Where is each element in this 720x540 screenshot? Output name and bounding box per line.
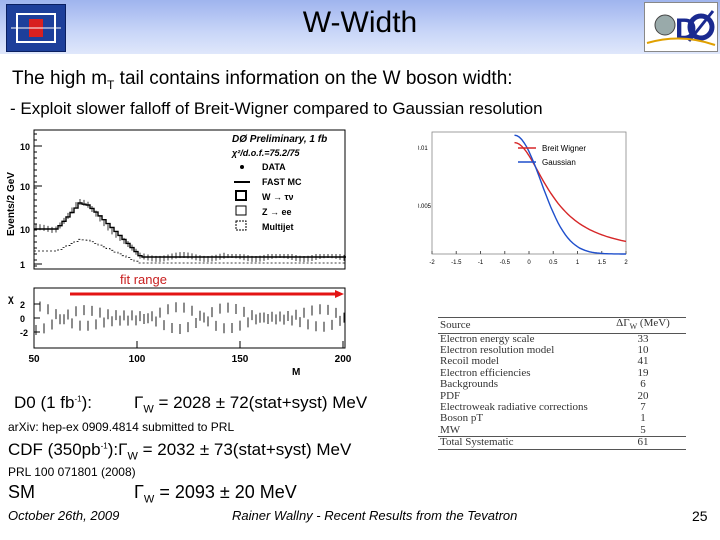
legend-marker-data xyxy=(240,165,244,169)
intro-line-1: The high mT tail contains information on… xyxy=(12,68,513,92)
page-number: 25 xyxy=(692,508,708,524)
table-cell-source: Backgrounds xyxy=(440,378,499,391)
background-histogram xyxy=(34,238,346,264)
legend-chi2: χ²/d.o.f.=75.2/75 xyxy=(231,148,300,158)
x-tick-label: 0.5 xyxy=(549,260,558,266)
x-tick-label: -1.5 xyxy=(451,260,462,266)
legend-marker-bkg xyxy=(235,220,247,231)
table-cell-source: MW xyxy=(440,423,461,436)
legend-entry: FAST MC xyxy=(262,177,302,187)
table-cell-value: 19 xyxy=(637,366,649,379)
table-row: Backgrounds 6 xyxy=(438,378,686,391)
d0-logo-icon: D xyxy=(644,2,718,52)
y-tick-label: 0.01 xyxy=(418,146,428,152)
fit-range-label: fit range xyxy=(120,272,167,287)
legend-entry: Breit Wigner xyxy=(542,144,586,153)
d0-reference: arXiv: hep-ex 0909.4814 submitted to PRL xyxy=(8,420,235,434)
table-cell-source: PDF xyxy=(440,389,461,402)
x-tick-label: 100 xyxy=(129,354,146,365)
legend-marker-bkg xyxy=(235,190,247,201)
table-row: MW 5 xyxy=(438,423,686,437)
table-cell-source: Electroweak radiative corrections xyxy=(440,401,588,414)
fast-mc-histogram xyxy=(34,202,346,258)
table-cell-source: Boson pT xyxy=(440,412,484,425)
table-cell-source: Electron energy scale xyxy=(440,332,535,345)
y-tick-label: 0.005 xyxy=(418,204,432,210)
table-cell-value: 6 xyxy=(640,378,646,391)
x-tick-label: -2 xyxy=(429,260,435,266)
x-tick-label: 200 xyxy=(335,354,352,365)
table-row: Electron energy scale 33 xyxy=(438,333,686,345)
table-cell-value: 61 xyxy=(600,436,686,450)
table-cell-source: Total Systematic xyxy=(438,436,600,450)
table-row: Electroweak radiative corrections 7 xyxy=(438,401,686,414)
slide-title: W-Width xyxy=(302,6,418,39)
y-tick-label: 10 xyxy=(20,182,30,192)
table-row: Recoil model 41 xyxy=(438,355,686,368)
table-row: Boson pT 1 xyxy=(438,412,686,425)
slide-header xyxy=(0,0,720,54)
mt-distribution-plot: Events/2 GeV103102101DØ Preliminary, 1 f… xyxy=(6,129,352,378)
legend-marker-bkg xyxy=(235,205,247,216)
legend-entry: DATA xyxy=(262,162,286,172)
table-cell-value: 5 xyxy=(640,423,646,436)
table-cell-value: 1 xyxy=(640,412,646,425)
x-tick-label: -0.5 xyxy=(500,260,511,266)
x-tick-label: 1 xyxy=(576,260,580,266)
chi-axis-label: χ xyxy=(8,294,14,305)
legend-entry: Multijet xyxy=(262,222,294,232)
table-header-source: Source xyxy=(438,317,600,334)
table-row: Electron resolution model 10 xyxy=(438,344,686,356)
gaussian-curve xyxy=(514,134,626,255)
fermilab-logo-icon xyxy=(6,4,66,52)
table-cell-source: Electron efficiencies xyxy=(440,366,531,379)
chi-tick-label: 0 xyxy=(20,314,25,324)
fit-range-arrow xyxy=(335,290,344,298)
table-cell-value: 10 xyxy=(637,344,649,356)
x-tick-label: -1 xyxy=(478,260,484,266)
x-tick-label: 1.5 xyxy=(598,260,607,266)
footer-author: Rainer Wallny - Recent Results from the … xyxy=(232,508,518,523)
y-axis-label: Events/2 GeV xyxy=(6,172,17,236)
table-cell-value: 7 xyxy=(640,401,646,414)
sm-value: ΓW = 2093 ± 20 MeV xyxy=(134,482,297,506)
cdf-reference: PRL 100 071801 (2008) xyxy=(8,465,136,479)
cdf-result: CDF (350pb-1):ΓW = 2032 ± 73(stat+syst) … xyxy=(8,440,352,463)
y-tick-label: 10 xyxy=(20,142,30,152)
legend-entry: W → τν xyxy=(262,192,294,202)
x-tick-label: 2 xyxy=(624,260,628,266)
x-tick-label: 150 xyxy=(232,354,249,365)
table-cell-value: 33 xyxy=(637,332,649,345)
table-cell-source: Electron resolution model xyxy=(440,344,555,356)
table-cell-value: 20 xyxy=(637,389,649,402)
residual-pad-frame xyxy=(33,287,346,349)
y-tick-label: 1 xyxy=(20,260,25,270)
legend-title: DØ Preliminary, 1 fb xyxy=(232,134,327,145)
x-axis-label: M xyxy=(292,367,300,378)
d0-result-value: ΓW = 2028 ± 72(stat+syst) MeV xyxy=(134,393,368,416)
lineshape-plot: 0.01 0.005 -2 -1.5 -1 -0.5 0 0.5 1 1.5 2 Breit Wign… xyxy=(418,131,628,266)
table-header-value: ΔΓW (MeV) xyxy=(600,317,686,334)
footer-date: October 26th, 2009 xyxy=(8,508,120,523)
intro-line-2: - Exploit slower falloff of Breit-Wigner… xyxy=(10,99,543,118)
x-tick-label: 50 xyxy=(28,354,40,365)
table-cell-source: Recoil model xyxy=(440,355,499,368)
table-row-total: Total Systematic 61 xyxy=(438,436,686,450)
table-row: Electron efficiencies 19 xyxy=(438,366,686,379)
table-row: PDF 20 xyxy=(438,389,686,402)
systematics-table: Source ΔΓW (MeV) Electron energy scale 33… xyxy=(438,317,686,450)
sm-label: SM xyxy=(8,482,35,502)
chi-tick-label: -2 xyxy=(20,328,28,338)
legend-entry: Z → ee xyxy=(262,207,292,217)
x-tick-label: 0 xyxy=(527,260,531,266)
chi-tick-label: 2 xyxy=(20,300,25,310)
table-cell-value: 41 xyxy=(637,355,649,368)
y-tick-label: 10 xyxy=(20,225,30,235)
d0-result-label: D0 (1 fb-1): xyxy=(14,393,92,412)
legend-entry: Gaussian xyxy=(542,158,576,167)
